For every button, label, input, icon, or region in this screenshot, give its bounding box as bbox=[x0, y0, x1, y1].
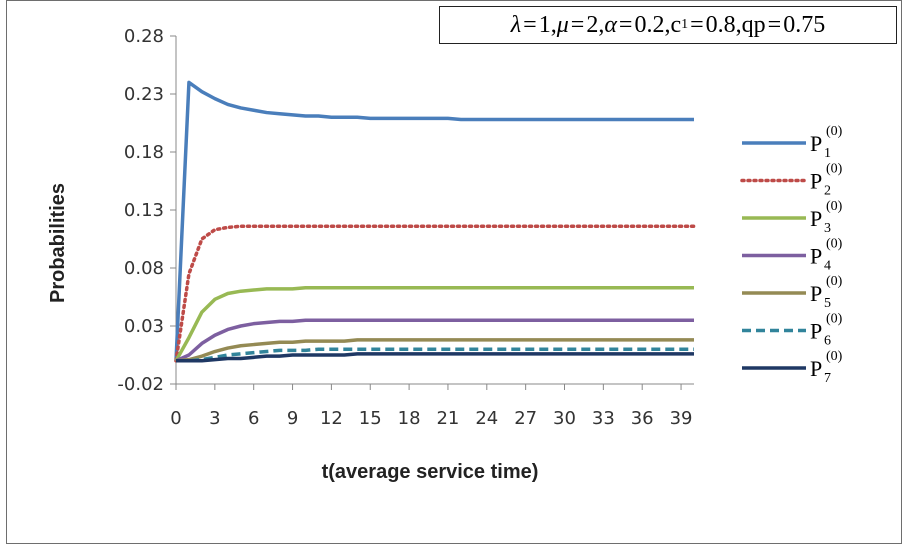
legend-subscript-p4: 4 bbox=[824, 259, 831, 274]
y-tick-label: 0.03 bbox=[124, 316, 164, 337]
qp-value: 0.75 bbox=[783, 11, 826, 38]
c1-symbol: c bbox=[670, 11, 682, 38]
y-tick-label: 0.28 bbox=[124, 26, 164, 47]
x-tick-label: 9 bbox=[287, 408, 298, 429]
series-line-p3 bbox=[174, 285, 694, 362]
legend-label-p5: P bbox=[810, 281, 822, 306]
legend-label-p7: P bbox=[810, 356, 822, 381]
x-tick-label: 39 bbox=[670, 408, 693, 429]
comma: , bbox=[598, 11, 605, 38]
alpha-symbol: α bbox=[604, 11, 617, 38]
legend-subscript-p1: 1 bbox=[824, 146, 831, 161]
legend-superscript-p1: (0) bbox=[826, 124, 843, 139]
y-axis-title: Probabilities bbox=[47, 183, 69, 303]
comma: , bbox=[550, 11, 557, 38]
x-tick-label: 6 bbox=[248, 408, 259, 429]
c1-subscript: 1 bbox=[681, 17, 689, 32]
legend-subscript-p3: 3 bbox=[824, 221, 831, 236]
y-tick-label: 0.08 bbox=[124, 258, 164, 279]
equals-sign: = bbox=[521, 11, 539, 38]
series-line-p2 bbox=[174, 224, 696, 363]
legend-label-p4: P bbox=[810, 244, 822, 269]
equals-sign: = bbox=[688, 11, 706, 38]
alpha-value: 0.2 bbox=[634, 11, 665, 38]
x-tick-label: 21 bbox=[436, 408, 459, 429]
legend-subscript-p5: 5 bbox=[824, 296, 831, 311]
x-axis-title: t(average service time) bbox=[322, 461, 539, 483]
x-tick-label: 36 bbox=[631, 408, 654, 429]
mu-value: 2 bbox=[586, 11, 599, 38]
legend-subscript-p2: 2 bbox=[824, 184, 831, 199]
legend-label-p1: P bbox=[810, 131, 822, 156]
legend-superscript-p3: (0) bbox=[826, 199, 843, 214]
legend-subscript-p6: 6 bbox=[824, 334, 831, 349]
c1-value: 0.8 bbox=[705, 11, 736, 38]
legend-superscript-p7: (0) bbox=[826, 349, 843, 364]
qp-symbol: qp bbox=[741, 11, 766, 38]
x-axis-ticks: 0 3 6 9 12 15 18 21 24 27 30 33 36 39 bbox=[170, 384, 693, 429]
series-line-p1 bbox=[174, 80, 694, 361]
y-axis-ticks: 0.28 0.23 0.18 0.13 0.08 0.03 -0.02 bbox=[117, 26, 176, 395]
x-tick-label: 33 bbox=[592, 408, 615, 429]
legend-superscript-p4: (0) bbox=[826, 237, 843, 252]
comma: , bbox=[664, 11, 671, 38]
comma: , bbox=[735, 11, 742, 38]
x-tick-label: 15 bbox=[359, 408, 382, 429]
series-line-p6 bbox=[176, 347, 694, 363]
equals-sign: = bbox=[765, 11, 784, 38]
series-line-p5 bbox=[175, 338, 694, 363]
mu-symbol: μ bbox=[556, 11, 569, 38]
x-tick-label: 27 bbox=[514, 408, 537, 429]
x-tick-label: 18 bbox=[398, 408, 421, 429]
legend-subscript-p7: 7 bbox=[824, 371, 831, 386]
series-line-p7 bbox=[176, 352, 694, 363]
legend: P 1(0)P 2(0)P 3(0)P 4(0)P 5(0)P 6(0)P 7(0) bbox=[740, 124, 843, 386]
chart-frame bbox=[6, 0, 902, 544]
lambda-value: 1 bbox=[538, 11, 551, 38]
legend-superscript-p5: (0) bbox=[826, 274, 843, 289]
plot-area bbox=[175, 36, 694, 385]
legend-label-p3: P bbox=[810, 206, 822, 231]
legend-superscript-p2: (0) bbox=[826, 162, 843, 177]
series-line-p4 bbox=[175, 318, 694, 363]
series-lines bbox=[174, 80, 696, 363]
y-tick-label: 0.13 bbox=[124, 200, 164, 221]
lambda-symbol: λ bbox=[510, 11, 522, 38]
legend-label-p6: P bbox=[810, 319, 822, 344]
y-tick-label: -0.02 bbox=[117, 374, 164, 395]
legend-superscript-p6: (0) bbox=[826, 312, 843, 327]
y-tick-label: 0.23 bbox=[124, 84, 164, 105]
x-tick-label: 0 bbox=[170, 408, 181, 429]
equals-sign: = bbox=[568, 11, 587, 38]
legend-label-p2: P bbox=[810, 169, 822, 194]
x-tick-label: 24 bbox=[475, 408, 498, 429]
x-tick-label: 12 bbox=[320, 408, 343, 429]
x-tick-label: 30 bbox=[553, 408, 576, 429]
x-tick-label: 3 bbox=[209, 408, 220, 429]
equals-sign: = bbox=[616, 11, 635, 38]
y-tick-label: 0.18 bbox=[124, 142, 164, 163]
